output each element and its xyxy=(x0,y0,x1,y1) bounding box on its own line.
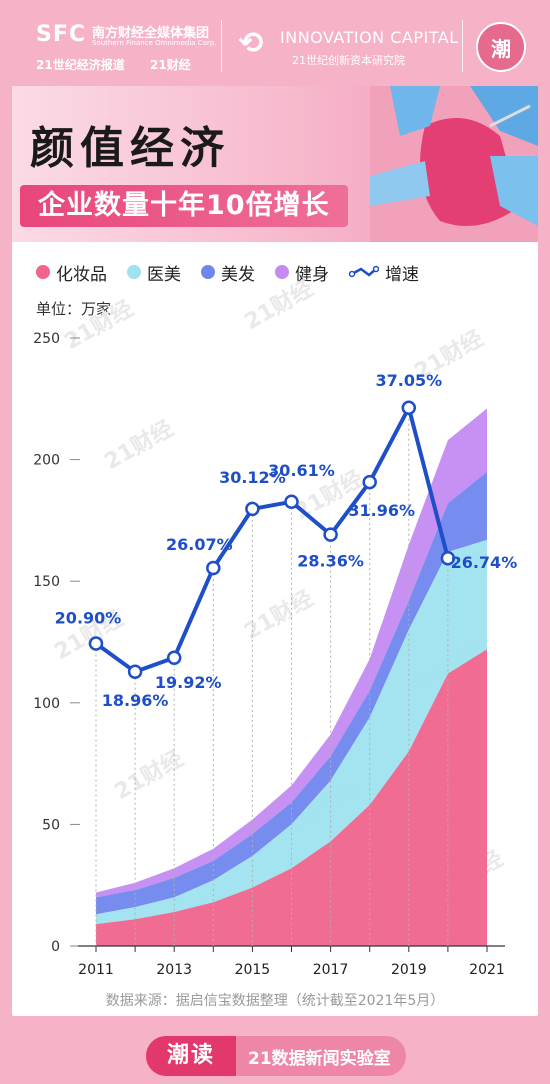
growth-point xyxy=(166,650,182,666)
legend-label: 美发 xyxy=(221,264,255,285)
group-name: 南方财经全媒体集团 xyxy=(92,26,210,41)
legend-item: 美发 xyxy=(201,260,255,285)
line-legend-icon xyxy=(349,265,379,278)
x-tick-label: 2021 xyxy=(469,962,505,978)
innovation-logo-icon: ⟲ xyxy=(238,26,264,61)
growth-point xyxy=(323,527,338,542)
legend-item: 增速 xyxy=(349,260,419,285)
growth-label: 18.96% xyxy=(102,691,169,710)
growth-line xyxy=(94,405,450,674)
y-tick-label: 250 xyxy=(33,331,60,347)
legend-swatch xyxy=(275,265,289,279)
watermark-text: 21财经 xyxy=(240,275,318,335)
paper-name: 21世纪经济报道 xyxy=(36,58,125,72)
growth-label: 26.74% xyxy=(451,553,518,572)
y-tick-label: 50 xyxy=(42,817,60,833)
y-tick-label: 100 xyxy=(33,696,60,712)
growth-label: 26.07% xyxy=(166,535,233,554)
legend-label: 健身 xyxy=(295,264,329,285)
growth-point xyxy=(362,474,377,490)
legend-swatch xyxy=(127,265,141,279)
legend-item: 医美 xyxy=(127,260,181,285)
growth-point xyxy=(88,636,104,651)
page-subtitle: 企业数量十年10倍增长 xyxy=(20,185,348,227)
growth-label: 30.61% xyxy=(268,461,335,480)
growth-label: 20.90% xyxy=(55,608,122,627)
header-bar: SFC 南方财经全媒体集团 Southern Finance Omnimedia… xyxy=(0,0,550,86)
chart-legend: 化妆品 医美 美发 健身 增速 xyxy=(36,260,439,285)
footer: 潮读 21数据新闻实验室 xyxy=(0,1016,550,1084)
area-医美 xyxy=(96,539,487,925)
legend-item: 健身 xyxy=(275,260,329,285)
watermark-text: 21财经 xyxy=(60,295,138,355)
growth-point xyxy=(284,494,299,510)
group-name-en: Southern Finance Omnimedia Corp. xyxy=(92,39,217,47)
y-tick-label: 0 xyxy=(51,939,60,955)
sfc-logo: SFC xyxy=(36,22,87,47)
innovation-title: INNOVATION CAPITAL xyxy=(280,28,459,47)
legend-label: 增速 xyxy=(385,264,419,285)
y-tick-label: 150 xyxy=(33,574,60,590)
legend-label: 化妆品 xyxy=(56,264,107,285)
legend-swatch xyxy=(201,265,215,279)
header-divider xyxy=(462,20,463,72)
growth-label: 19.92% xyxy=(155,673,222,692)
x-tick-label: 2017 xyxy=(313,962,349,978)
x-tick-label: 2013 xyxy=(156,962,192,978)
footer-badge: 潮读 21数据新闻实验室 xyxy=(146,1036,406,1076)
growth-point xyxy=(401,400,417,416)
area-化妆品 xyxy=(96,649,487,946)
area-美发 xyxy=(96,471,487,915)
x-tick-label: 2011 xyxy=(78,962,114,978)
growth-label: 30.12% xyxy=(219,468,286,487)
growth-point xyxy=(206,560,221,576)
legend-label: 医美 xyxy=(147,264,181,285)
data-source: 数据来源：据启信宝数据整理（统计截至2021年5月） xyxy=(105,993,445,1009)
footer-text: 21数据新闻实验室 xyxy=(248,1048,391,1069)
growth-label: 31.96% xyxy=(348,501,415,520)
legend-item: 化妆品 xyxy=(36,260,107,285)
watermark-text: 21财经 xyxy=(100,415,178,475)
growth-point xyxy=(245,501,260,517)
chao-badge-icon: 潮 xyxy=(476,22,526,72)
growth-label: 37.05% xyxy=(375,371,442,390)
paper-name-b: 21财经 xyxy=(150,58,191,72)
unit-label: 单位：万家 xyxy=(36,300,112,318)
header-divider xyxy=(221,20,222,72)
x-tick-label: 2019 xyxy=(391,962,427,978)
legend-swatch xyxy=(36,265,50,279)
innovation-subtitle: 21世纪创新资本研究院 xyxy=(292,54,405,67)
watermark-text: 21财经 xyxy=(110,745,188,805)
x-tick-label: 2015 xyxy=(235,962,271,978)
footer-logo: 潮读 xyxy=(146,1036,236,1076)
growth-label: 28.36% xyxy=(297,552,364,571)
y-tick-label: 200 xyxy=(33,453,60,469)
watermark-text: 21财经 xyxy=(240,585,318,645)
photo-illustration xyxy=(370,86,538,242)
growth-point xyxy=(127,664,143,680)
growth-point xyxy=(440,550,456,566)
page-title: 颜值经济 xyxy=(30,123,230,174)
